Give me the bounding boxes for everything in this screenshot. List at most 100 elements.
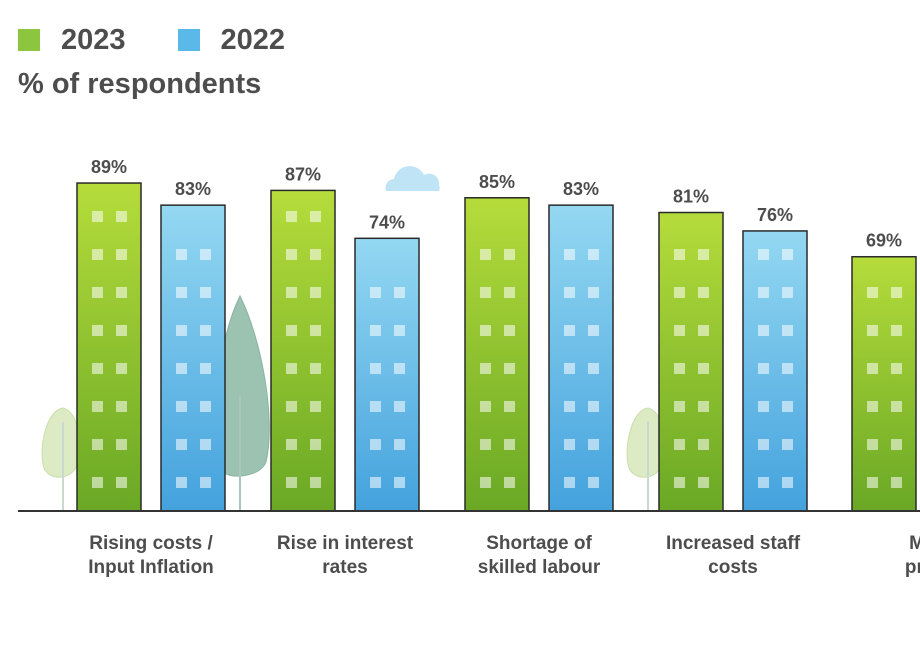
window-square (504, 477, 515, 488)
window-square (891, 325, 902, 336)
window-square (758, 249, 769, 260)
window-square (782, 363, 793, 374)
window-square (867, 401, 878, 412)
category-label-3: Shortage of skilled labour (478, 533, 601, 578)
window-square (564, 363, 575, 374)
window-square (200, 325, 211, 336)
window-square (564, 287, 575, 298)
bar-2022-4 (742, 230, 808, 512)
window-square (116, 287, 127, 298)
bar-2023-1 (76, 182, 142, 512)
window-square (588, 287, 599, 298)
window-square (480, 249, 491, 260)
window-square (758, 287, 769, 298)
bar-2022-2-windows (370, 287, 405, 488)
window-square (674, 363, 685, 374)
value-label-2022-2: 74% (369, 212, 405, 232)
window-square (588, 401, 599, 412)
window-square (674, 439, 685, 450)
window-square (286, 287, 297, 298)
window-square (758, 439, 769, 450)
window-square (176, 477, 187, 488)
window-square (370, 287, 381, 298)
window-square (480, 287, 491, 298)
bush-icon (41, 407, 80, 478)
value-label-2023-5: 69% (866, 231, 902, 251)
window-square (504, 439, 515, 450)
window-square (782, 477, 793, 488)
window-square (286, 439, 297, 450)
window-square (698, 325, 709, 336)
window-square (891, 287, 902, 298)
window-square (891, 363, 902, 374)
bars (76, 182, 917, 512)
window-square (370, 401, 381, 412)
window-square (310, 439, 321, 450)
window-square (286, 363, 297, 374)
window-square (394, 363, 405, 374)
window-square (782, 249, 793, 260)
window-square (782, 287, 793, 298)
window-square (674, 477, 685, 488)
bar-2022-2 (354, 237, 420, 512)
window-square (394, 439, 405, 450)
window-square (310, 477, 321, 488)
window-square (116, 477, 127, 488)
legend: 2023 2022 (18, 22, 337, 58)
window-square (92, 477, 103, 488)
window-square (200, 249, 211, 260)
window-square (588, 477, 599, 488)
value-label-2023-3: 85% (479, 172, 515, 192)
window-square (480, 401, 491, 412)
window-square (310, 287, 321, 298)
window-square (286, 249, 297, 260)
bar-2022-4-windows (758, 249, 793, 488)
window-square (176, 401, 187, 412)
window-square (867, 439, 878, 450)
window-square (674, 249, 685, 260)
window-square (116, 325, 127, 336)
window-square (698, 401, 709, 412)
window-square (200, 287, 211, 298)
bar-2022-1 (160, 204, 226, 512)
bar-2023-3-windows (480, 249, 515, 488)
window-square (116, 401, 127, 412)
window-square (504, 249, 515, 260)
cloud-icon (385, 166, 440, 191)
value-label-2022-3: 83% (563, 179, 599, 199)
window-square (782, 325, 793, 336)
window-square (674, 401, 685, 412)
window-square (116, 439, 127, 450)
bar-2022-1-windows (176, 249, 211, 488)
labels: 89% 83% Rising costs / Input Inflation 87% 74… (88, 157, 920, 578)
category-label-1: Rising costs / Input Inflation (88, 533, 214, 578)
window-square (370, 439, 381, 450)
window-square (310, 325, 321, 336)
legend-swatch-2023 (18, 29, 40, 51)
legend-label-2022: 2022 (220, 23, 286, 56)
window-square (92, 211, 103, 222)
window-square (92, 287, 103, 298)
window-square (286, 211, 297, 222)
window-square (588, 439, 599, 450)
window-square (758, 325, 769, 336)
window-square (674, 287, 685, 298)
bar-2022-3 (548, 204, 614, 512)
window-square (92, 325, 103, 336)
window-square (504, 363, 515, 374)
window-square (758, 363, 769, 374)
window-square (176, 439, 187, 450)
window-square (782, 401, 793, 412)
window-square (200, 363, 211, 374)
bar-2023-2-windows (286, 211, 321, 488)
window-square (564, 439, 575, 450)
category-label-4: Increased staff costs (666, 533, 801, 578)
window-square (867, 325, 878, 336)
window-square (758, 401, 769, 412)
bar-2023-5-windows (867, 287, 902, 488)
window-square (200, 477, 211, 488)
window-square (200, 401, 211, 412)
window-square (588, 249, 599, 260)
window-square (891, 401, 902, 412)
